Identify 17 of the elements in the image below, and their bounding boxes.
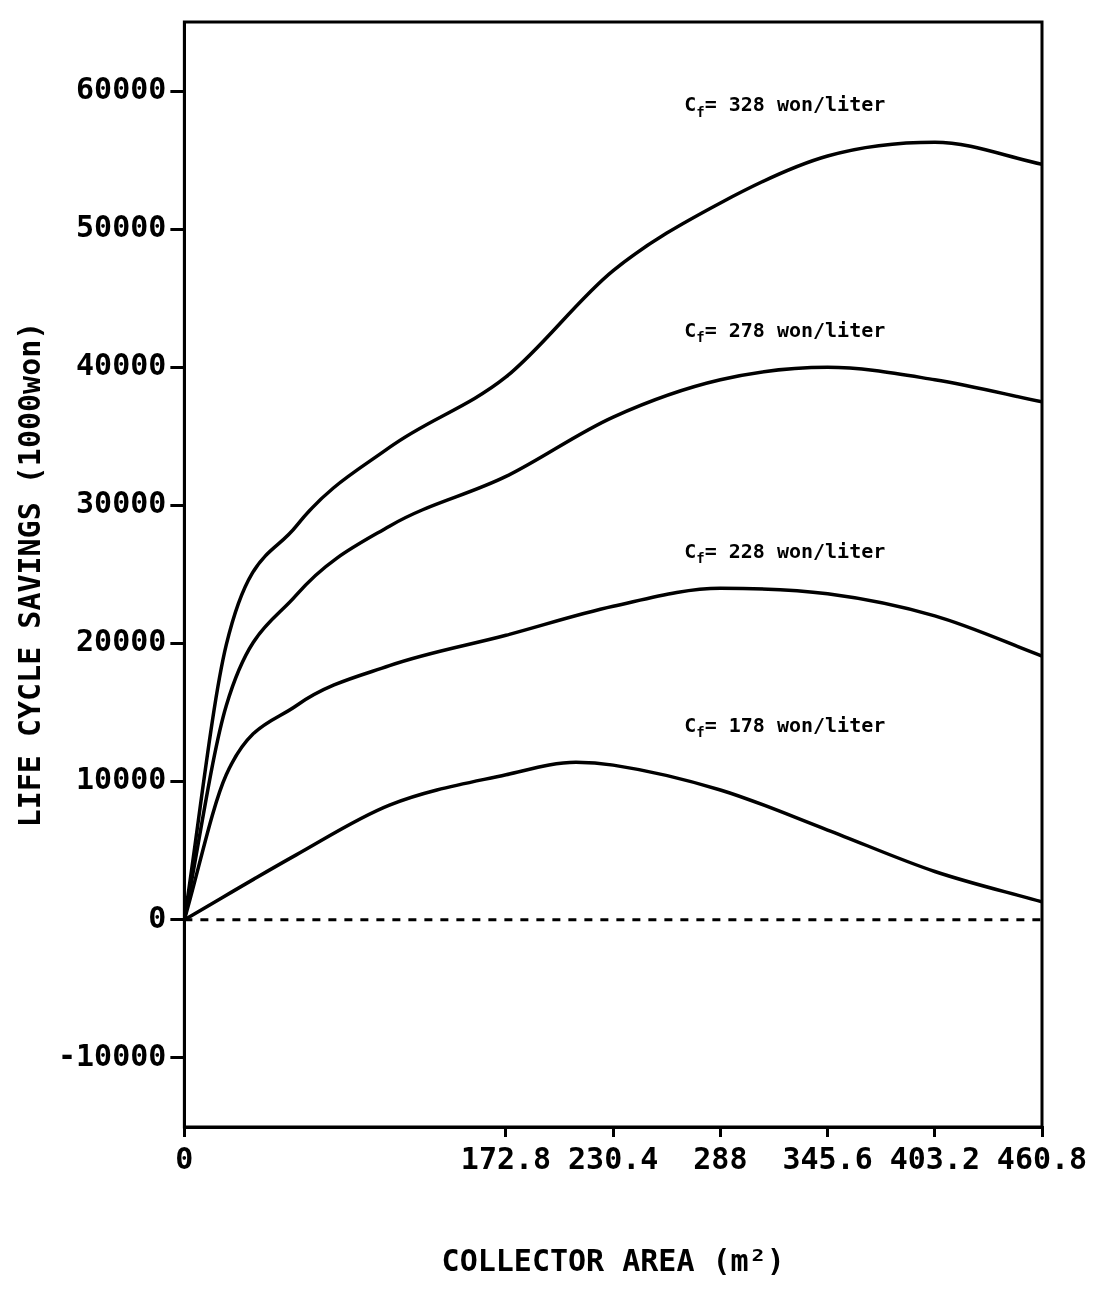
y-tick-label: 0 [148,899,167,935]
y-tick-label: 40000 [76,347,167,383]
y-tick-label: 30000 [76,485,167,521]
x-tick-label: 345.6 [782,1140,873,1176]
y-tick-label: 60000 [76,70,167,106]
y-tick-label: 50000 [76,208,167,244]
x-tick-label: 460.8 [996,1140,1088,1176]
y-tick-label: -10000 [57,1037,167,1073]
x-axis-title: COLLECTOR AREA (m²) [441,1242,785,1278]
x-tick-label: 288 [693,1140,748,1176]
y-tick-label: 20000 [76,623,167,659]
y-tick-label: 10000 [76,761,167,797]
x-tick-label: 230.4 [568,1140,659,1176]
x-tick-label: 0 [175,1140,194,1176]
y-axis-title: LIFE CYCLE SAVINGS (1000won) [11,321,47,828]
x-tick-label: 403.2 [889,1140,980,1176]
x-tick-label: 172.8 [460,1140,552,1176]
